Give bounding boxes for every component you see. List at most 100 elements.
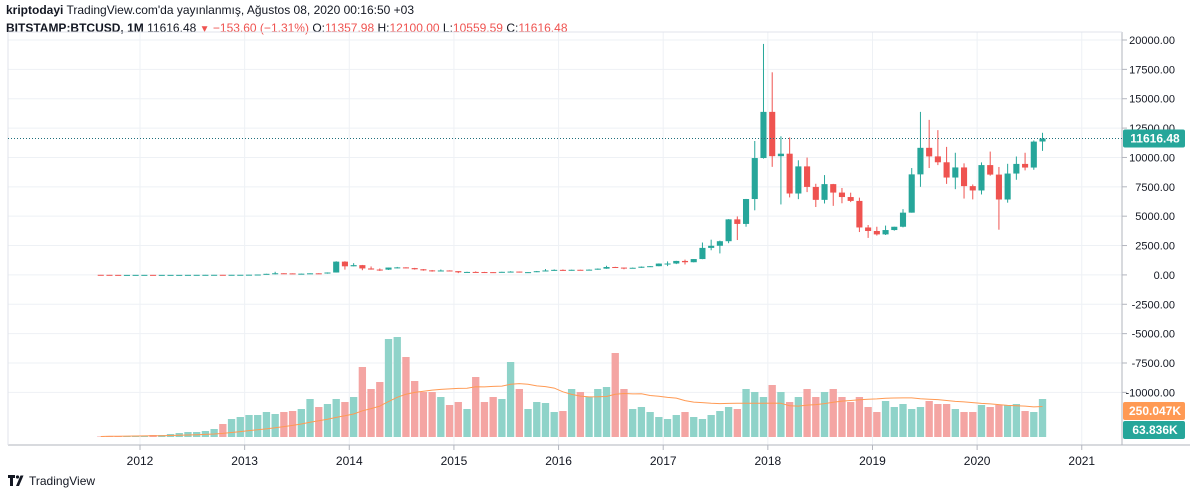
candle	[655, 263, 662, 267]
candle	[987, 151, 994, 176]
candle-body	[263, 273, 270, 275]
volume-bar	[297, 409, 305, 437]
candle-body	[115, 274, 122, 276]
y-tick-label: 10000.00	[1129, 152, 1175, 164]
candle	[193, 274, 200, 276]
candle	[847, 192, 854, 203]
volume-bar	[629, 409, 637, 437]
author-name: kriptodayi	[6, 3, 64, 17]
candle	[681, 259, 689, 265]
candle	[1022, 152, 1029, 171]
candle	[176, 274, 183, 276]
candle	[769, 72, 776, 167]
axes: 20000.0017500.0015000.0012500.0010000.00…	[7, 31, 1190, 468]
candle	[777, 136, 784, 205]
candle	[141, 274, 148, 276]
volume-bar	[498, 399, 506, 437]
volume-bar	[315, 407, 323, 437]
candle-body	[568, 269, 575, 271]
candle-body	[420, 269, 427, 271]
candle	[437, 269, 444, 272]
candle-body	[106, 274, 113, 276]
volume-bar	[864, 407, 872, 437]
price-labels: 11616.48 250.047K 63.836K	[8, 129, 1185, 439]
candle	[838, 187, 846, 204]
volume-bar	[698, 419, 707, 437]
candle-body	[132, 274, 139, 276]
published-info: TradingView.com'da yayınlanmış, Ağustos …	[66, 3, 415, 17]
volume-bar	[1012, 404, 1021, 437]
volume-bar	[489, 397, 497, 437]
price-chart[interactable]: 20000.0017500.0015000.0012500.0010000.00…	[0, 0, 1200, 470]
volume-ma-label: 250.047K	[1129, 404, 1181, 418]
candle-body	[690, 259, 697, 263]
candle-body	[402, 267, 410, 269]
candle	[742, 198, 750, 227]
x-tick-label: 2019	[859, 454, 886, 468]
candle	[612, 266, 619, 269]
y-tick-label: -10000.00	[1125, 387, 1175, 399]
volume-bar	[559, 411, 567, 437]
candle	[202, 274, 209, 276]
volume-bar	[541, 403, 550, 437]
candle-body	[254, 274, 261, 276]
volume-bar	[873, 412, 881, 437]
candle	[245, 274, 253, 276]
volume-bar	[742, 389, 750, 437]
x-tick-label: 2021	[1068, 454, 1095, 468]
candle-body	[446, 270, 453, 272]
candle-body	[777, 153, 784, 157]
volume-bar	[437, 397, 445, 437]
footer-brand: TradingView	[29, 474, 96, 488]
candle	[455, 271, 462, 274]
candle-body	[673, 260, 680, 264]
candle-body	[481, 272, 488, 274]
volume-label: 63.836K	[1132, 423, 1178, 437]
candle	[498, 271, 505, 273]
volume-bar	[620, 389, 628, 437]
candle	[420, 269, 427, 271]
candle-body	[612, 267, 619, 269]
candle	[603, 265, 610, 269]
candle-body	[577, 269, 584, 271]
candle	[376, 268, 383, 271]
candle-body	[952, 167, 959, 178]
volume-bar	[585, 397, 593, 437]
candle	[289, 273, 296, 275]
volume-bar	[672, 415, 680, 437]
y-tick-label: 5000.00	[1135, 211, 1175, 223]
candle	[638, 266, 645, 268]
volume-bar	[942, 404, 951, 437]
candle	[690, 259, 697, 263]
volume-bar	[349, 397, 358, 437]
candle-body	[289, 273, 296, 275]
volume-bar	[245, 415, 253, 437]
volume-bars	[97, 337, 1047, 437]
candle-body	[734, 219, 741, 224]
candle	[446, 270, 453, 272]
candle-body	[603, 267, 610, 269]
candle	[150, 274, 157, 276]
candle	[699, 242, 706, 260]
volume-bar	[785, 402, 794, 437]
candle	[568, 269, 575, 271]
candle	[463, 271, 471, 273]
candle-body	[1030, 141, 1037, 168]
volume-bar	[262, 412, 271, 437]
candle-body	[385, 267, 392, 270]
candle-body	[742, 199, 750, 224]
candle	[280, 273, 287, 275]
volume-bar	[768, 385, 776, 437]
candle	[586, 269, 593, 271]
volume-bar	[306, 399, 314, 437]
volume-bar	[724, 407, 733, 437]
volume-bar	[332, 399, 340, 437]
candle	[228, 274, 235, 276]
candle-body	[306, 273, 314, 275]
volume-bar	[916, 407, 925, 437]
volume-bar	[445, 405, 454, 437]
candle-body	[272, 273, 279, 275]
candle	[734, 216, 741, 241]
candle	[751, 141, 758, 211]
candle-body	[97, 274, 104, 276]
